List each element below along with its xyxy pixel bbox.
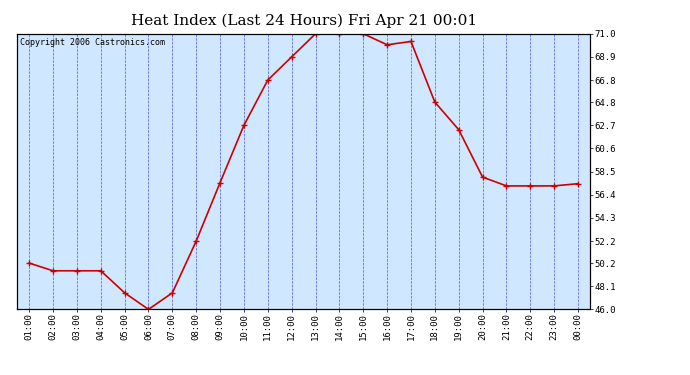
Text: Heat Index (Last 24 Hours) Fri Apr 21 00:01: Heat Index (Last 24 Hours) Fri Apr 21 00… (130, 13, 477, 27)
Text: Copyright 2006 Castronics.com: Copyright 2006 Castronics.com (20, 38, 165, 47)
